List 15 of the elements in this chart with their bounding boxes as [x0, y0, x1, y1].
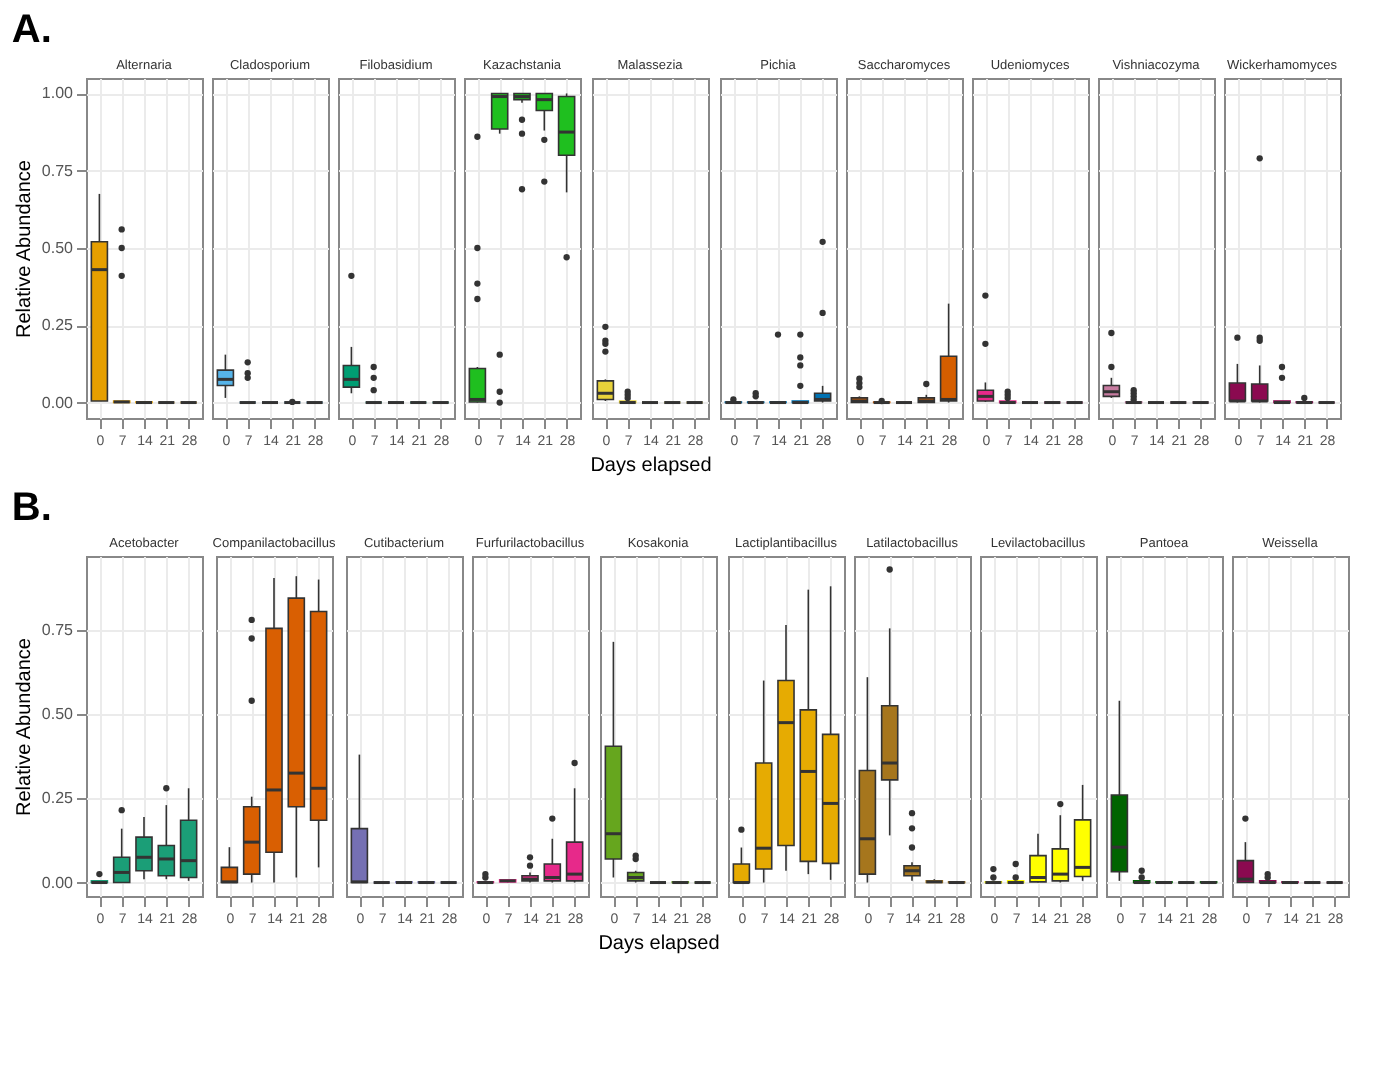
y-axis-title: Relative Abundance — [13, 159, 36, 338]
y-tick-label: 0.50 — [41, 705, 75, 724]
y-tick-label: 0.00 — [41, 393, 75, 412]
y-axis-title: Relative Abundance — [13, 637, 36, 816]
y-tick-label: 0.75 — [41, 161, 75, 180]
x-axis-title: Days elapsed — [590, 455, 712, 477]
y-tick-label: 0.00 — [41, 873, 75, 892]
text: B. — [11, 486, 52, 530]
y-tick-label: 0.25 — [41, 316, 75, 335]
x-axis-title: Days elapsed — [598, 933, 720, 955]
y-tick-label: 0.75 — [41, 621, 75, 640]
y-tick-label: 1.00 — [41, 84, 75, 103]
y-tick-label: 0.25 — [41, 789, 75, 808]
y-tick-label: 0.50 — [41, 239, 75, 257]
text: A. — [11, 8, 52, 52]
